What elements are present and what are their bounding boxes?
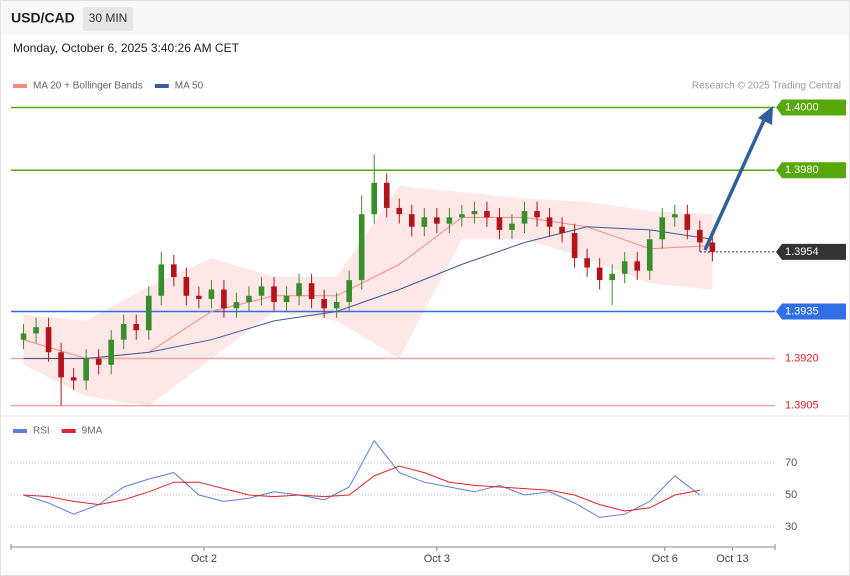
candle-body bbox=[258, 286, 265, 296]
candle-body bbox=[684, 214, 691, 230]
legend-swatch bbox=[13, 84, 27, 88]
y-tick-label: 50 bbox=[785, 489, 797, 501]
price-label: 1.4000 bbox=[785, 101, 819, 113]
x-tick-label: Oct 3 bbox=[424, 553, 450, 565]
price-label: 1.3935 bbox=[785, 305, 819, 317]
x-tick-label: Oct 6 bbox=[652, 553, 678, 565]
price-label-box bbox=[776, 303, 846, 320]
y-tick-label: 30 bbox=[785, 521, 797, 533]
candle-body bbox=[584, 258, 590, 268]
candle-body bbox=[120, 324, 127, 340]
candle-body bbox=[671, 214, 678, 218]
candle-body bbox=[145, 295, 152, 331]
candle-body bbox=[171, 264, 177, 277]
candle-body bbox=[383, 182, 390, 208]
candle-body bbox=[709, 242, 716, 252]
candle-body bbox=[546, 217, 553, 227]
candle-body bbox=[158, 264, 165, 296]
candle-body bbox=[45, 327, 52, 353]
candle-body bbox=[308, 283, 315, 299]
price-label: 1.3920 bbox=[785, 352, 819, 364]
header-bar bbox=[1, 1, 849, 35]
candle-body bbox=[534, 211, 540, 218]
legend-label: RSI bbox=[33, 426, 50, 437]
candle-body bbox=[271, 286, 277, 303]
candle-body bbox=[133, 324, 140, 331]
candle-body bbox=[697, 229, 703, 243]
candle-body bbox=[659, 217, 666, 240]
candle-body bbox=[321, 298, 327, 309]
price-label: 1.3954 bbox=[785, 246, 819, 258]
candle-body bbox=[471, 211, 478, 215]
candle-body bbox=[346, 280, 352, 303]
rsi-panel: 30 50 70 RSI 9MA Oct 2 Oct 3 Oct 6 Oct 13 bbox=[10, 426, 797, 565]
candle-body bbox=[509, 223, 515, 230]
interval[interactable]: 30 MIN bbox=[89, 11, 128, 25]
legend-label: 9MA bbox=[82, 426, 103, 437]
legend-label: MA 20 + Bollinger Bands bbox=[33, 81, 143, 92]
legend-swatch bbox=[61, 429, 76, 433]
candle-body bbox=[446, 217, 453, 224]
candle-body bbox=[571, 233, 578, 259]
candle-body bbox=[521, 211, 528, 224]
x-tick-label: Oct 2 bbox=[191, 553, 217, 565]
candle-body bbox=[20, 333, 27, 340]
y-tick-label: 70 bbox=[785, 457, 797, 469]
moving-average bbox=[23, 226, 713, 359]
candle-body bbox=[434, 217, 440, 224]
legend-label: MA 50 bbox=[175, 81, 204, 92]
candle-body bbox=[246, 295, 252, 303]
forecast-arrow bbox=[703, 117, 767, 251]
candle-body bbox=[208, 289, 215, 299]
bollinger-band bbox=[23, 186, 713, 406]
price-label-box bbox=[776, 162, 846, 179]
candle-body bbox=[596, 267, 603, 281]
candle-body bbox=[559, 226, 565, 234]
candle-body bbox=[296, 283, 302, 296]
candle-body bbox=[621, 261, 628, 274]
timestamp: Monday, October 6, 2025 3:40:26 AM CET bbox=[13, 41, 240, 55]
symbol: USD/CAD bbox=[11, 10, 75, 26]
price-label-box bbox=[776, 243, 846, 260]
price-label-box bbox=[776, 99, 846, 116]
candle-body bbox=[196, 295, 202, 299]
candle-body bbox=[95, 358, 102, 365]
price-panel: 1.4000 1.3980 1.3954 1.3935 1.3920 1.3905 MA 2… bbox=[11, 81, 846, 411]
candle-body bbox=[358, 214, 365, 281]
x-tick-label: Oct 13 bbox=[716, 553, 748, 565]
candle-body bbox=[33, 327, 39, 334]
candle-body bbox=[183, 276, 190, 296]
candle-body bbox=[609, 273, 615, 281]
price-label: 1.3905 bbox=[785, 399, 819, 411]
candle-body bbox=[333, 302, 340, 309]
candle-body bbox=[396, 207, 403, 215]
interval-badge[interactable] bbox=[83, 7, 133, 31]
legend-swatch bbox=[154, 84, 169, 88]
candle-body bbox=[496, 217, 503, 230]
price-label: 1.3980 bbox=[785, 164, 819, 176]
candle-body bbox=[233, 302, 240, 309]
candle-body bbox=[459, 214, 465, 218]
candle-body bbox=[421, 217, 428, 227]
candle-body bbox=[371, 182, 378, 215]
candle-body bbox=[83, 358, 89, 381]
candle-body bbox=[221, 289, 227, 309]
forecast-arrowhead bbox=[758, 106, 773, 125]
credit: Research © 2025 Trading Central bbox=[692, 81, 841, 92]
rsi-line bbox=[23, 465, 700, 512]
candle-body bbox=[408, 214, 415, 227]
candle-body bbox=[646, 239, 653, 271]
legend-swatch bbox=[13, 429, 27, 433]
candle-body bbox=[58, 352, 64, 378]
candle-body bbox=[484, 211, 490, 218]
rsi-line bbox=[23, 439, 701, 518]
candle-body bbox=[70, 377, 77, 381]
candle-body bbox=[108, 339, 115, 365]
candle-body bbox=[283, 295, 290, 303]
candle-body bbox=[634, 261, 641, 271]
